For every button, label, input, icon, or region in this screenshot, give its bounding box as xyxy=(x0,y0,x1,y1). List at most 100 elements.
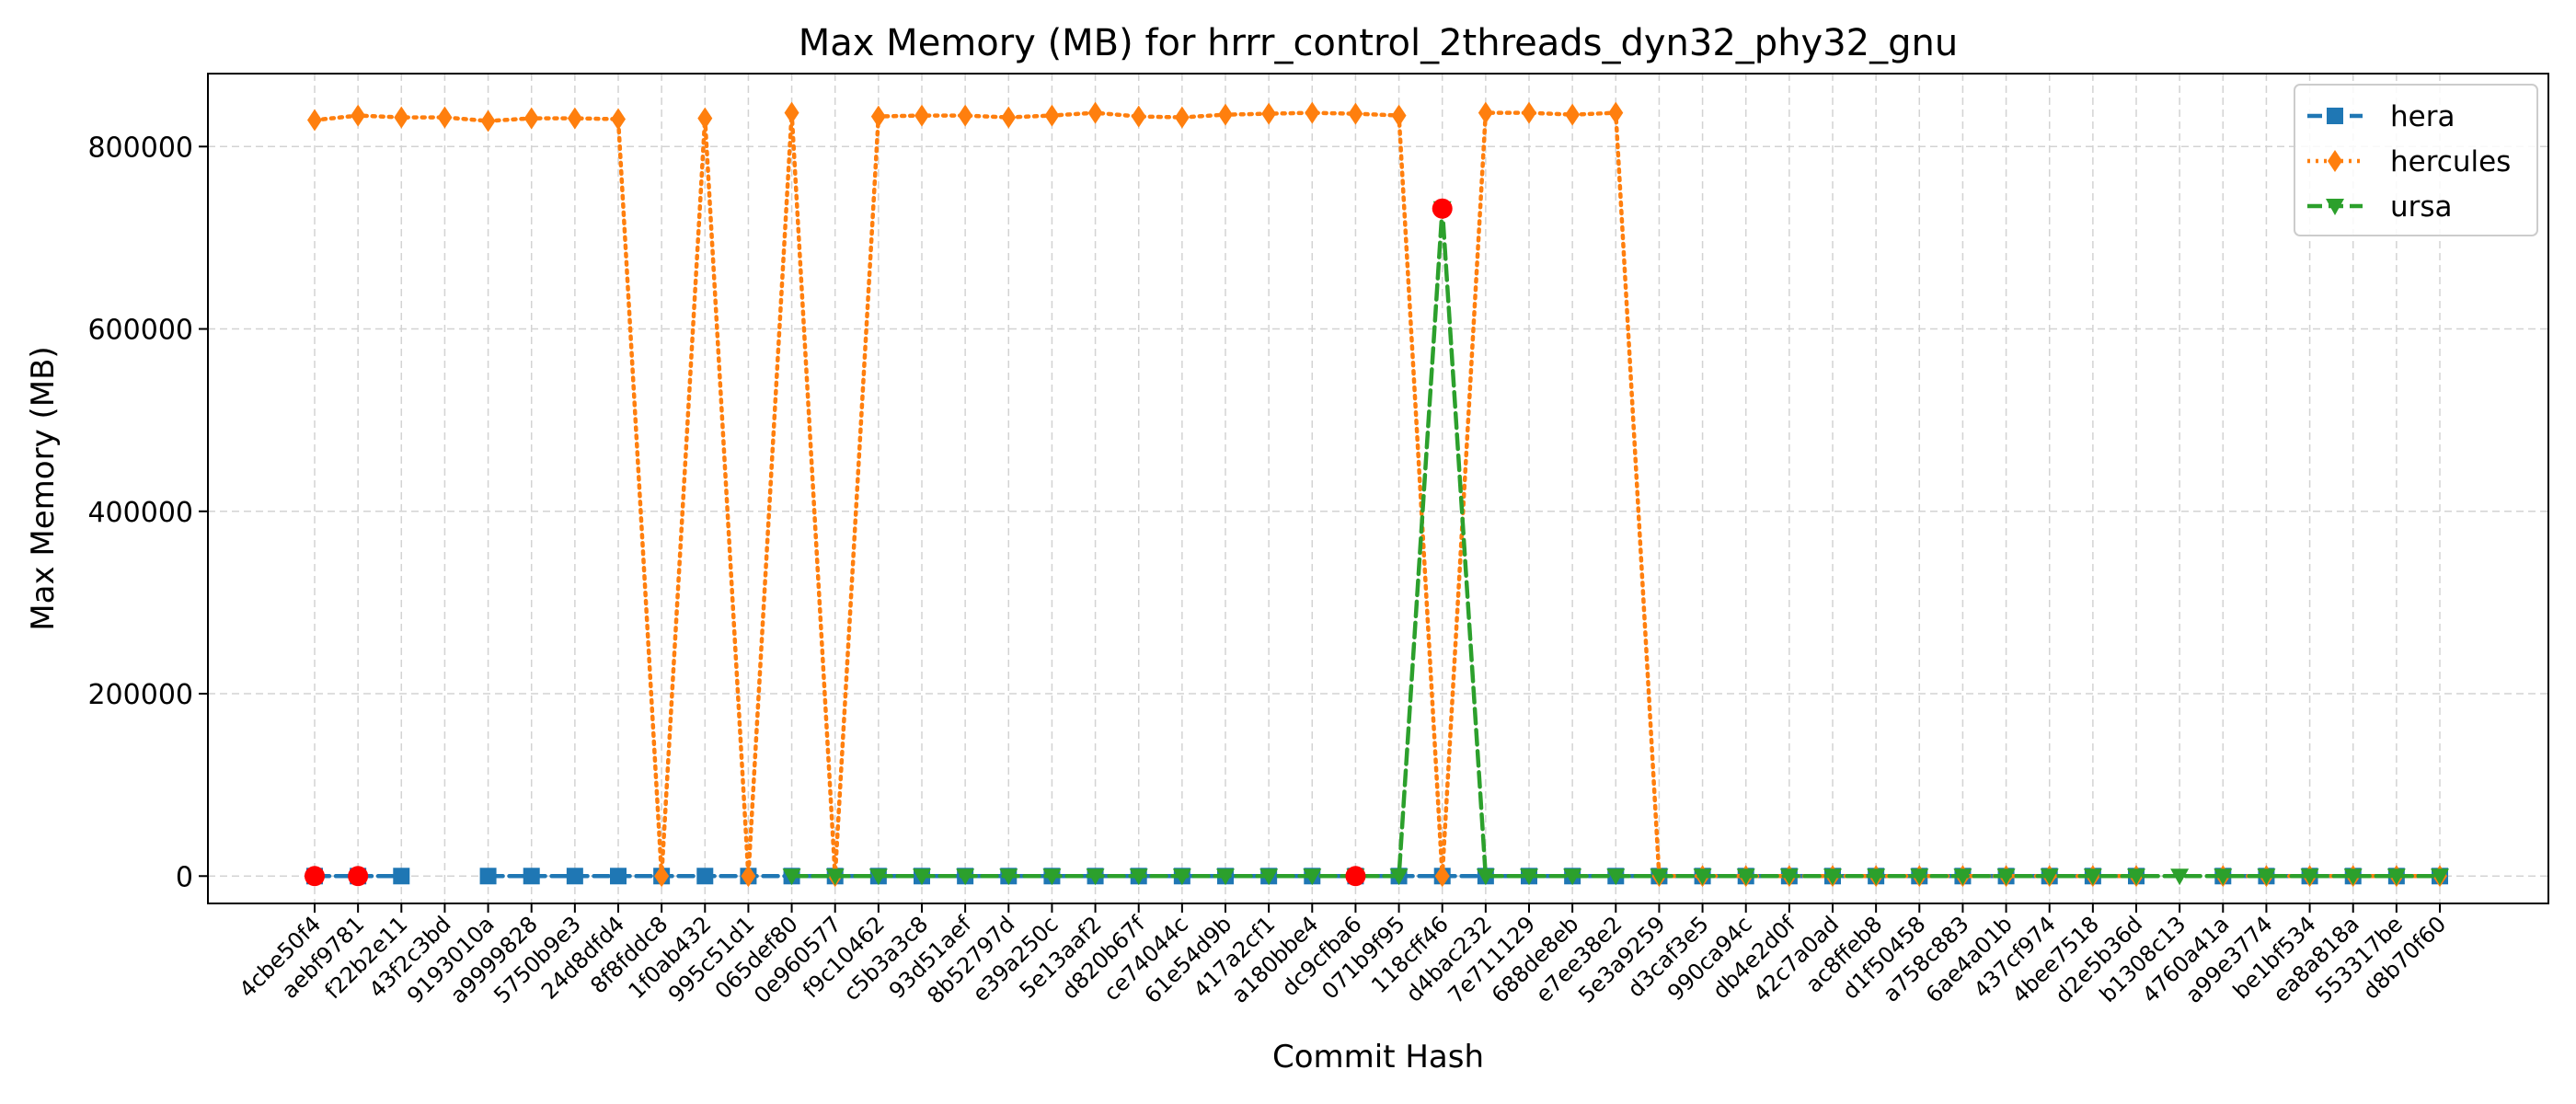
point-ursa-4760a41a xyxy=(2214,868,2233,886)
y-tick-label: 600000 xyxy=(87,315,193,347)
point-ursa-417a2cf1 xyxy=(1259,868,1279,886)
point-hercules-d820b67f xyxy=(1131,105,1146,128)
point-ursa-d820b67f xyxy=(1129,868,1148,886)
point-ursa-5e3a9259 xyxy=(1650,868,1669,886)
legend-marker-ursa xyxy=(2326,199,2344,215)
x-axis-label: Commit Hash xyxy=(1272,1039,1484,1075)
point-hercules-f22b2e11 xyxy=(394,106,409,129)
point-ursa-5e13aaf2 xyxy=(1086,868,1105,886)
grid xyxy=(208,74,2548,903)
y-tick-label: 0 xyxy=(176,861,193,893)
point-hera-5750b9e3 xyxy=(566,868,583,885)
point-hercules-a180bbe4 xyxy=(1305,101,1320,124)
point-ursa-a758c883 xyxy=(1953,868,1972,886)
point-hera-24d8dfd4 xyxy=(610,868,627,885)
series-hercules xyxy=(307,101,2447,888)
point-hercules-8b52797d xyxy=(1001,106,1017,129)
point-ursa-7e711129 xyxy=(1520,868,1538,886)
point-ursa-ea8a818a xyxy=(2343,868,2363,886)
point-hercules-a9999828 xyxy=(523,107,539,130)
point-hercules-995c51d1 xyxy=(741,865,756,888)
point-hercules-61e54d9b xyxy=(1218,103,1233,126)
point-ursa-ce74044c xyxy=(1172,868,1191,886)
point-ursa-c5b3a3c8 xyxy=(913,868,931,886)
point-ursa-4bee7518 xyxy=(2083,868,2102,886)
point-hercules-5750b9e3 xyxy=(567,107,582,130)
point-ursa-d1f50458 xyxy=(1910,868,1929,886)
point-ursa-6ae4a01b xyxy=(1996,868,2016,886)
point-ursa-553317be xyxy=(2386,868,2406,886)
y-tick-label: 200000 xyxy=(87,679,193,711)
point-hercules-5e13aaf2 xyxy=(1087,101,1103,124)
point-ursa-d3caf3e5 xyxy=(1693,868,1712,886)
plot-frame xyxy=(207,73,2549,904)
x-axis: 4cbe50f4aebf9781f22b2e1143f2c3bd9193010a… xyxy=(235,903,2451,1009)
point-hercules-9193010a xyxy=(480,109,496,132)
y-axis-label: Max Memory (MB) xyxy=(25,346,62,630)
point-hercules-ce74044c xyxy=(1174,106,1190,129)
point-hercules-8f8fddc8 xyxy=(654,865,670,888)
highlight-point-aebf9781 xyxy=(348,866,369,887)
point-hercules-c5b3a3c8 xyxy=(914,104,929,127)
point-hercules-7e711129 xyxy=(1522,101,1536,124)
highlight-layer xyxy=(305,198,1453,887)
point-hercules-93d51aef xyxy=(958,104,973,127)
highlight-point-4cbe50f4 xyxy=(305,866,325,887)
point-ursa-0e960577 xyxy=(825,868,845,886)
highlight-point-118cff46 xyxy=(1432,198,1453,219)
point-ursa-d8b70f60 xyxy=(2431,868,2449,886)
y-axis: 0 200000 400000 600000 800000 xyxy=(87,132,208,893)
point-hercules-e7ee38e2 xyxy=(1608,101,1624,124)
point-ursa-d2e5b36d xyxy=(2127,868,2145,886)
point-hercules-688de8eb xyxy=(1565,103,1581,126)
point-ursa-065def80 xyxy=(782,868,801,886)
legend-label-hera: hera xyxy=(2390,100,2455,133)
point-hera-1f0ab432 xyxy=(696,868,714,885)
point-hercules-417a2cf1 xyxy=(1261,102,1277,125)
legend-marker-hera xyxy=(2327,108,2343,124)
point-ursa-e7ee38e2 xyxy=(1606,868,1626,886)
point-ursa-437cf974 xyxy=(2040,868,2059,886)
chart-title: Max Memory (MB) for hrrr_control_2thread… xyxy=(799,22,1958,64)
series-ursa xyxy=(782,201,2449,886)
legend-label-ursa: ursa xyxy=(2390,190,2453,224)
point-ursa-688de8eb xyxy=(1563,868,1582,886)
point-ursa-42c7a0ad xyxy=(1823,868,1842,886)
point-ursa-db4e2d0f xyxy=(1779,868,1799,886)
point-ursa-a99e3774 xyxy=(2257,868,2276,886)
legend: hera hercules ursa xyxy=(2294,84,2538,236)
point-ursa-61e54d9b xyxy=(1216,868,1235,886)
point-hera-9193010a xyxy=(479,868,497,885)
series-layer xyxy=(306,101,2449,888)
point-hercules-aebf9781 xyxy=(351,104,366,127)
point-hercules-d4bac232 xyxy=(1478,101,1493,124)
legend-box xyxy=(2294,84,2538,236)
legend-label-hercules: hercules xyxy=(2390,145,2511,178)
point-hercules-065def80 xyxy=(784,101,799,124)
point-hercules-24d8dfd4 xyxy=(611,108,626,131)
point-hercules-f9c10462 xyxy=(870,105,886,128)
point-ursa-d4bac232 xyxy=(1476,868,1495,886)
point-hera-f22b2e11 xyxy=(393,868,410,885)
point-ursa-be1bf534 xyxy=(2300,868,2319,886)
point-hercules-1f0ab432 xyxy=(697,107,713,130)
point-ursa-071b9f95 xyxy=(1389,868,1409,886)
point-hercules-071b9f95 xyxy=(1391,104,1407,127)
point-ursa-ac8ffeb8 xyxy=(1867,868,1886,886)
point-ursa-990ca94c xyxy=(1736,868,1755,886)
point-hercules-e39a250c xyxy=(1044,104,1060,127)
point-ursa-f9c10462 xyxy=(868,868,888,886)
point-ursa-e39a250c xyxy=(1042,868,1062,886)
y-tick-label: 800000 xyxy=(87,132,193,164)
legend-marker-hercules xyxy=(2328,150,2342,172)
highlight-point-dc9cfba6 xyxy=(1345,866,1366,887)
point-hera-a9999828 xyxy=(523,868,540,885)
point-hercules-dc9cfba6 xyxy=(1348,102,1363,125)
point-ursa-b1308c13 xyxy=(2170,868,2190,886)
point-ursa-a180bbe4 xyxy=(1303,868,1322,886)
point-ursa-93d51aef xyxy=(956,868,975,886)
point-hercules-118cff46 xyxy=(1434,865,1450,888)
y-tick-label: 400000 xyxy=(87,497,193,529)
point-hercules-4cbe50f4 xyxy=(307,109,322,132)
